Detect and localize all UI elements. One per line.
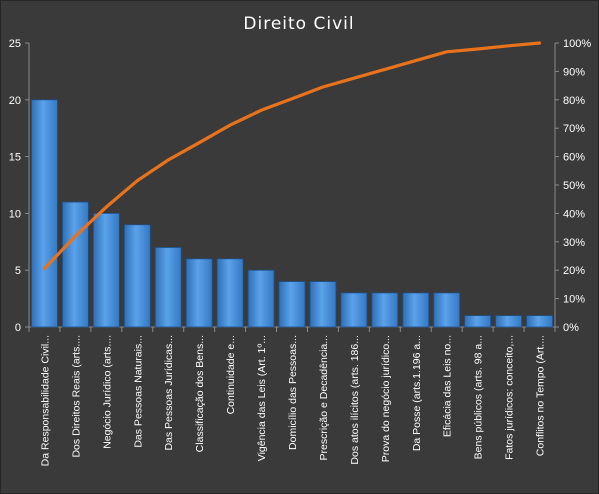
bar (216, 258, 244, 328)
x-category-label: Dos Direitos Reais (arts.... (70, 335, 82, 458)
bar (402, 292, 430, 328)
x-category-label: Fatos jurídicos: conceito,... (504, 335, 516, 460)
bar (154, 247, 182, 328)
x-category-label: Das Pessoas Naturais... (132, 335, 144, 448)
y2-tick-label: 10% (563, 294, 585, 306)
x-category-label: Conflitos no Tempo (Art.... (535, 335, 547, 456)
x-category-label: Bens públicos (arts. 98 a... (473, 335, 485, 459)
bar (340, 292, 368, 328)
y-tick-label: 20 (9, 95, 21, 107)
x-category-label: Da Responsabilidade Civil... (39, 335, 51, 466)
y2-tick-label: 90% (563, 66, 585, 78)
x-category-label: Domicílio das Pessoas... (287, 335, 299, 450)
y2-tick-label: 30% (563, 237, 585, 249)
bars (31, 99, 553, 328)
bar (62, 201, 89, 328)
x-category-label: Prova do negócio jurídico... (380, 335, 392, 462)
y2-tick-label: 70% (563, 123, 585, 135)
y2-tick-label: 80% (563, 95, 585, 107)
chart-title: Direito Civil (243, 14, 354, 34)
y2-tick-label: 0% (563, 322, 579, 334)
bar (526, 315, 553, 328)
bar (495, 315, 522, 328)
x-category-label: Das Pessoas Jurídicas... (163, 335, 175, 451)
y-tick-label: 0 (15, 322, 21, 334)
cumulative-line (42, 41, 542, 271)
x-category-label: Prescrição e Decadência... (318, 335, 330, 460)
cumulative-line-path (42, 41, 542, 271)
x-category-label: Classificação dos Bens... (194, 335, 206, 452)
x-category-label: Da Posse (arts.1.196 a... (411, 335, 423, 451)
y2-tick-label: 20% (563, 265, 585, 277)
bar (371, 292, 399, 328)
x-category-label: Vigência das Leis (Art. 1º... (256, 335, 268, 461)
y-tick-label: 15 (9, 152, 21, 164)
bar (278, 281, 306, 328)
bar (309, 281, 337, 328)
y-tick-label: 10 (9, 208, 21, 220)
bar (123, 224, 151, 328)
labels: 0 5 10 15 20 25 0% 10% 20% 30% 40% 50% 60% 70% 80% 90% 1… (9, 38, 592, 466)
y-tick-label: 25 (9, 38, 21, 50)
bar (433, 292, 461, 328)
y2-tick-label: 40% (563, 208, 585, 220)
bar (31, 99, 58, 328)
y2-tick-label: 60% (563, 152, 585, 164)
y2-tick-label: 100% (563, 38, 591, 50)
y-tick-label: 5 (15, 265, 21, 277)
x-category-label: Dos atos ilícitos (arts. 186... (349, 335, 361, 465)
bar (247, 269, 275, 328)
bar (92, 212, 120, 328)
bar (185, 258, 213, 328)
x-category-label: Continuidade e... (225, 335, 237, 414)
bar (464, 315, 492, 328)
y2-tick-label: 50% (563, 180, 585, 192)
x-category-label: Eficácia das Leis no... (442, 335, 454, 437)
x-category-label: Negócio Jurídico (arts.... (101, 335, 113, 449)
